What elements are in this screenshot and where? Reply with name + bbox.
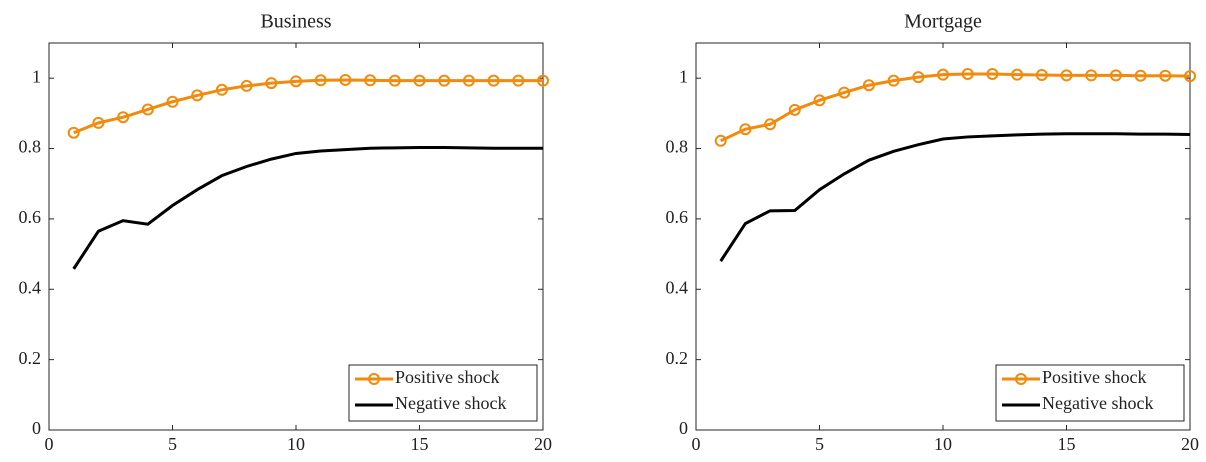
point: [290, 75, 302, 88]
y-tick-label: 0.6: [666, 207, 689, 227]
point: [838, 86, 851, 99]
point: [364, 74, 377, 87]
series-line: [719, 132, 1191, 262]
series-line: [72, 145, 543, 270]
legend-box: [995, 364, 1185, 422]
point: [314, 74, 327, 87]
point: [714, 134, 727, 147]
y-tick-label: 0.2: [19, 348, 42, 368]
point: [986, 67, 999, 80]
point: [438, 74, 451, 87]
y-tick-label: 0.2: [666, 348, 689, 368]
legend-marker: [1015, 373, 1027, 385]
point: [937, 68, 949, 81]
x-tick-label: 5: [815, 434, 824, 454]
legend-label: Positive shock: [395, 367, 500, 387]
point: [487, 74, 500, 87]
point: [739, 123, 752, 136]
point: [887, 74, 900, 87]
y-tick-label: 0: [32, 418, 41, 438]
legend-marker: [368, 373, 380, 385]
y-tick-label: 1: [32, 66, 41, 86]
x-tick-label: 15: [1058, 434, 1076, 454]
point: [117, 111, 130, 124]
point: [1184, 70, 1196, 83]
point: [166, 95, 179, 108]
point: [462, 74, 475, 87]
y-tick-label: 0.4: [19, 277, 42, 297]
point: [862, 79, 875, 92]
y-tick-label: 0.8: [666, 137, 689, 157]
point: [1134, 69, 1147, 82]
y-tick-label: 0: [679, 418, 688, 438]
point: [961, 67, 974, 80]
point: [388, 74, 401, 87]
point: [764, 118, 777, 131]
point: [339, 73, 352, 86]
legend-label: Positive shock: [1042, 367, 1147, 387]
x-tick-label: 5: [168, 434, 177, 454]
point: [1011, 68, 1024, 81]
point: [788, 103, 801, 116]
point: [813, 94, 826, 107]
x-tick-label: 20: [1181, 434, 1199, 454]
point: [912, 71, 925, 84]
point: [1159, 69, 1172, 82]
point: [413, 74, 426, 87]
point: [141, 103, 154, 116]
y-tick-label: 0.8: [19, 137, 42, 157]
point: [1035, 69, 1048, 82]
x-tick-label: 20: [534, 434, 552, 454]
legend-label: Negative shock: [395, 393, 506, 413]
point: [191, 89, 204, 102]
legend-label: Negative shock: [1042, 393, 1153, 413]
chart-title: Business: [260, 11, 331, 33]
legend-box: [348, 364, 538, 422]
point: [215, 83, 228, 96]
point: [1109, 69, 1122, 82]
point: [240, 79, 253, 92]
point: [537, 74, 549, 87]
y-tick-label: 1: [679, 66, 688, 86]
x-tick-label: 10: [287, 434, 305, 454]
x-tick-label: 0: [692, 434, 701, 454]
point: [1085, 69, 1098, 82]
x-tick-label: 15: [411, 434, 429, 454]
point: [1060, 69, 1073, 82]
y-tick-label: 0.6: [19, 207, 42, 227]
point: [265, 77, 278, 90]
point: [512, 74, 525, 87]
point: [67, 126, 80, 139]
y-tick-label: 0.4: [666, 277, 689, 297]
chart-title: Mortgage: [904, 11, 982, 33]
x-tick-label: 10: [934, 434, 952, 454]
x-tick-label: 0: [45, 434, 54, 454]
point: [92, 116, 105, 129]
